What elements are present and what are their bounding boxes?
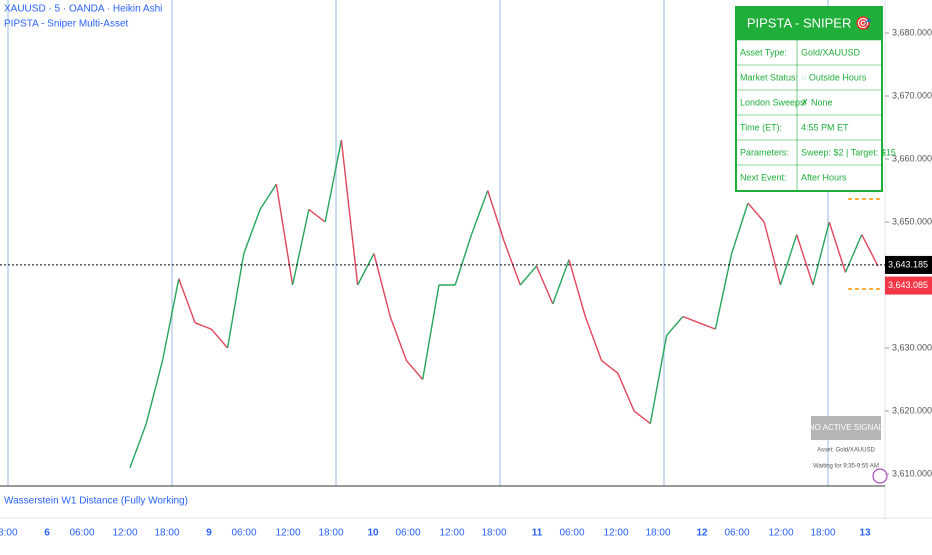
price-segment xyxy=(861,234,879,267)
panel-value: 4:55 PM ET xyxy=(801,122,849,132)
x-tick-label: 9 xyxy=(206,528,212,539)
price-segment xyxy=(389,316,408,361)
price-segment xyxy=(812,221,830,286)
x-tick-label: 06:00 xyxy=(724,528,749,539)
price-segment xyxy=(145,360,164,424)
price-segment xyxy=(470,190,489,235)
panel-label: Asset Type: xyxy=(740,47,787,57)
price-segment xyxy=(633,410,651,425)
panel-title: PIPSTA - SNIPER 🎯 xyxy=(747,15,871,30)
price-segment xyxy=(519,265,538,286)
price-segment xyxy=(291,209,310,286)
price-segment xyxy=(178,278,196,324)
price-segment xyxy=(308,208,326,223)
price-segment xyxy=(666,316,684,336)
price-segment xyxy=(405,360,424,380)
panel-label: Market Status: xyxy=(740,72,798,82)
y-tick-label: 3,630.000 xyxy=(892,342,932,352)
price-segment xyxy=(535,265,554,305)
y-tick-label: 3,610.000 xyxy=(892,468,932,478)
price-segment xyxy=(324,139,343,223)
x-tick-label: 06:00 xyxy=(395,528,420,539)
price-segment xyxy=(340,140,359,286)
price-segment xyxy=(129,423,147,468)
x-tick-label: 12:00 xyxy=(112,528,137,539)
price-segment xyxy=(649,335,668,424)
price-segment xyxy=(454,234,473,286)
bid-price-box xyxy=(885,276,932,295)
x-tick-label: 12:00 xyxy=(603,528,628,539)
x-tick-label: 12:00 xyxy=(768,528,793,539)
symbol: XAUUSD · 5 · OANDA · Heikin Ashi xyxy=(4,4,162,15)
price-segment xyxy=(617,372,635,412)
price-segment xyxy=(226,253,245,349)
price-segment xyxy=(357,253,375,286)
x-tick-label: 18:00 xyxy=(154,528,179,539)
x-tick-label: 13 xyxy=(859,528,871,539)
price-segment xyxy=(422,284,440,380)
x-tick-label: 18:00 xyxy=(0,528,18,539)
price-segment xyxy=(568,259,586,317)
x-tick-label: 11 xyxy=(532,528,543,539)
y-tick-label: 3,670.000 xyxy=(892,90,932,100)
price-segment xyxy=(210,328,229,349)
last-price-label: 3,643.185 xyxy=(888,259,928,269)
x-tick-label: 18:00 xyxy=(645,528,670,539)
x-tick-label: 12:00 xyxy=(275,528,300,539)
y-tick-label: 3,650.000 xyxy=(892,216,932,226)
lower-pane-title: Wasserstein W1 Distance (Fully Working) xyxy=(4,496,188,507)
price-segment xyxy=(601,360,619,374)
price-segment xyxy=(584,316,603,361)
price-segment xyxy=(730,202,749,254)
price-segment xyxy=(161,278,180,361)
y-tick-label: 3,680.000 xyxy=(892,27,932,37)
x-tick-label: 12 xyxy=(696,528,708,539)
x-tick-label: 06:00 xyxy=(559,528,584,539)
panel-value: ◌ Outside Hours xyxy=(801,72,867,82)
price-segment xyxy=(747,202,765,223)
x-tick-label: 06:00 xyxy=(69,528,94,539)
indicator-name: PIPSTA - Sniper Multi-Asset xyxy=(4,19,129,30)
y-tick-label: 3,660.000 xyxy=(892,153,932,163)
price-segment xyxy=(373,253,391,317)
panel-label: Time (ET): xyxy=(740,122,782,132)
x-tick-label: 18:00 xyxy=(481,528,506,539)
price-segment xyxy=(243,209,261,254)
price-segment xyxy=(763,221,782,286)
price-segment xyxy=(828,221,847,273)
panel-label: London Sweeps: xyxy=(740,97,807,107)
price-segment xyxy=(682,315,700,324)
price-segment xyxy=(259,183,277,210)
signal-status: NO ACTIVE SIGNAL xyxy=(809,423,884,432)
signal-asset: Asset: Gold/XAUUSD xyxy=(817,448,875,454)
x-tick-label: 6 xyxy=(44,528,50,539)
y-tick-label: 3,620.000 xyxy=(892,405,932,415)
signal-waiting: Waiting for 9:35-9:55 AM xyxy=(813,464,879,470)
x-tick-label: 10 xyxy=(367,528,379,539)
price-segment xyxy=(698,322,716,330)
bid-price-label: 3,643.085 xyxy=(888,280,928,290)
panel-value: After Hours xyxy=(801,172,847,182)
x-tick-label: 18:00 xyxy=(318,528,343,539)
panel-label: Parameters: xyxy=(740,147,789,157)
x-tick-label: 06:00 xyxy=(231,528,256,539)
panel-value: ✗ None xyxy=(801,97,833,107)
panel-value: Gold/XAUUSD xyxy=(801,47,861,57)
price-segment xyxy=(844,234,863,273)
panel-label: Next Event: xyxy=(740,172,787,182)
price-segment xyxy=(194,322,212,330)
price-segment xyxy=(275,184,294,286)
price-segment xyxy=(796,234,814,286)
price-segment xyxy=(779,234,798,286)
x-tick-label: 12:00 xyxy=(439,528,464,539)
price-segment xyxy=(487,190,505,242)
x-tick-label: 18:00 xyxy=(810,528,835,539)
panel-value: Sweep: $2 | Target: $15 xyxy=(801,147,896,157)
price-segment xyxy=(552,259,570,305)
last-price-box xyxy=(885,255,932,274)
price-segment xyxy=(714,253,733,330)
price-segment xyxy=(503,240,521,286)
